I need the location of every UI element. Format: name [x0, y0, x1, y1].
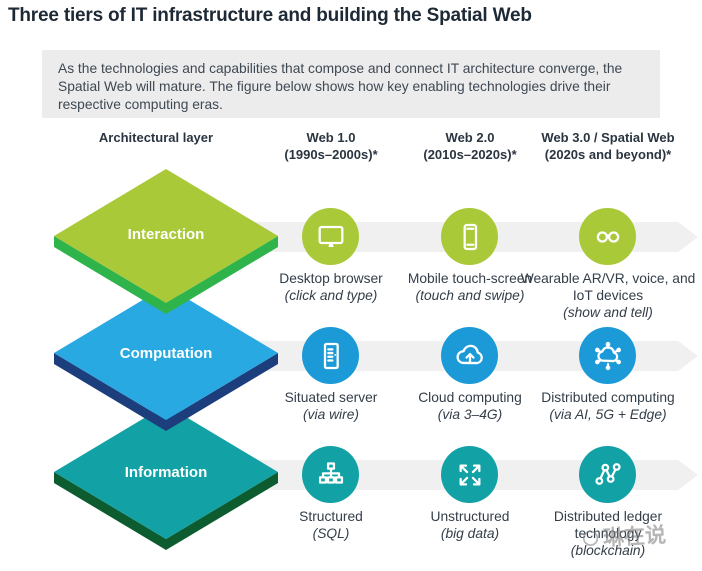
layer-label-computation: Computation: [119, 345, 213, 362]
header-web2: Web 2.0 (2010s–2020s)*: [390, 130, 550, 164]
cell-distributed-ledger: Distributed ledger technology (blockchai…: [533, 508, 683, 560]
cell-sub-text: (SQL): [312, 526, 350, 542]
mobile-phone-icon: [441, 208, 498, 265]
layer-label-interaction: Interaction: [127, 226, 205, 243]
cell-wearable-devices: Wearable AR/VR, voice, and IoT devices (…: [513, 270, 702, 322]
cell-structured: Structured (SQL): [246, 508, 416, 542]
cell-label-text: Distributed computing: [541, 390, 675, 405]
header-web1-line2: (1990s–2000s)*: [284, 146, 378, 162]
cell-sub-text: (via AI, 5G + Edge): [549, 407, 667, 423]
cell-sub-text: (show and tell): [563, 305, 653, 321]
cell-label-text: Structured: [299, 509, 363, 524]
computation-layer-diamond: [54, 286, 278, 431]
header-web2-line2: (2010s–2020s)*: [423, 146, 517, 162]
cell-desktop-browser: Desktop browser (click and type): [246, 270, 416, 304]
cell-label-text: Unstructured: [430, 509, 510, 524]
cell-label-text: Mobile touch-screen: [407, 271, 533, 286]
cell-situated-server: Situated server (via wire): [246, 389, 416, 423]
cell-label-text: Wearable AR/VR, voice, and IoT devices: [520, 271, 696, 304]
page-title: Three tiers of IT infrastructure and bui…: [8, 5, 532, 26]
desktop-monitor-icon: [302, 208, 359, 265]
cell-sub-text: (blockchain): [570, 543, 646, 559]
cell-unstructured: Unstructured (big data): [385, 508, 555, 542]
cloud-upload-icon: [441, 327, 498, 384]
cell-sub-text: (touch and swipe): [415, 288, 525, 304]
server-tower-icon: [302, 327, 359, 384]
cell-mobile-touchscreen: Mobile touch-screen (touch and swipe): [405, 270, 535, 304]
cell-cloud-computing: Cloud computing (via 3–4G): [385, 389, 555, 423]
interaction-layer-diamond: [54, 169, 278, 314]
cell-label-text: Situated server: [284, 390, 378, 405]
cell-distributed-computing: Distributed computing (via AI, 5G + Edge…: [513, 389, 702, 423]
watermark-text: 琳在说: [602, 523, 667, 551]
ledger-nodes-icon: [579, 446, 636, 503]
layer-label-information: Information: [124, 464, 208, 481]
watermark-logo-icon: [582, 530, 599, 546]
cell-sub-text: (click and type): [284, 288, 378, 304]
intro-text-box: As the technologies and capabilities tha…: [42, 50, 660, 118]
glasses-icon: [579, 208, 636, 265]
header-web3-line2: (2020s and beyond)*: [544, 146, 672, 162]
distributed-cloud-icon: [579, 327, 636, 384]
cell-sub-text: (big data): [440, 526, 500, 542]
cell-label-text: Desktop browser: [279, 271, 383, 286]
watermark: 琳在说: [581, 519, 667, 553]
intro-text: As the technologies and capabilities tha…: [58, 61, 623, 113]
header-web3-line1: Web 3.0 / Spatial Web: [541, 130, 675, 145]
cell-label-text: Cloud computing: [418, 390, 522, 405]
header-web1-line1: Web 1.0: [306, 130, 356, 145]
cell-sub-text: (via wire): [303, 407, 359, 423]
header-web2-line1: Web 2.0: [445, 130, 495, 145]
header-architectural-layer: Architectural layer: [98, 130, 214, 145]
cell-label-text: Distributed ledger technology: [553, 509, 663, 542]
sitemap-icon: [302, 446, 359, 503]
information-layer-diamond: [54, 405, 278, 550]
header-web1: Web 1.0 (1990s–2000s)*: [251, 130, 411, 164]
cell-sub-text: (via 3–4G): [437, 407, 503, 423]
expand-arrows-icon: [441, 446, 498, 503]
header-web3: Web 3.0 / Spatial Web (2020s and beyond)…: [513, 130, 702, 164]
